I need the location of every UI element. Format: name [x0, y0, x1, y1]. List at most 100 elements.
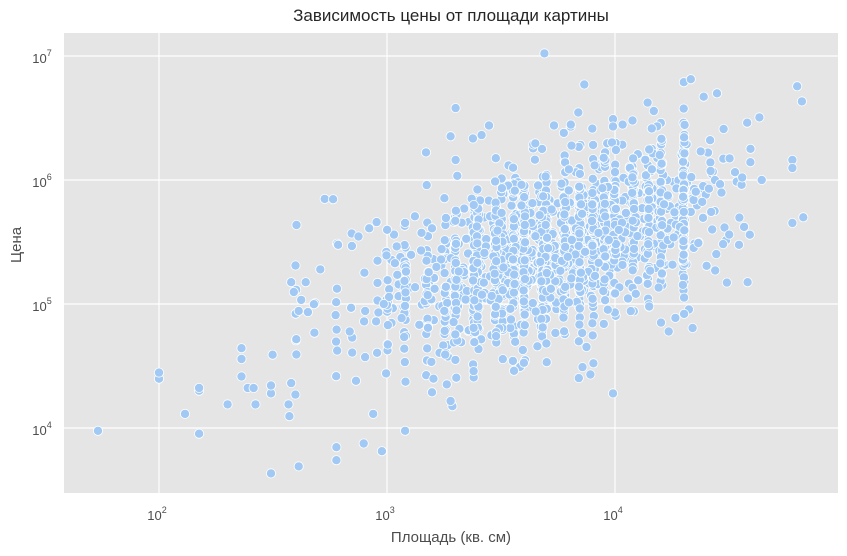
data-point: [222, 399, 233, 410]
data-point: [423, 267, 434, 278]
data-point: [490, 153, 501, 164]
data-point: [468, 322, 479, 333]
data-point: [389, 258, 400, 269]
data-point: [575, 267, 586, 278]
data-point: [589, 160, 600, 171]
data-point: [677, 279, 688, 290]
data-point: [315, 264, 326, 275]
data-point: [627, 265, 638, 276]
data-point: [559, 224, 570, 235]
data-point: [541, 338, 552, 349]
data-point: [711, 249, 722, 260]
data-point: [441, 379, 452, 390]
data-point: [706, 206, 717, 217]
data-point: [518, 296, 529, 307]
data-point: [562, 251, 573, 262]
data-point: [646, 123, 657, 134]
data-point: [644, 186, 655, 197]
data-point: [602, 304, 613, 315]
data-point: [566, 234, 577, 245]
data-point: [373, 307, 384, 318]
data-point: [426, 223, 437, 234]
data-point: [508, 287, 519, 298]
data-point: [406, 249, 417, 260]
data-point: [540, 219, 551, 230]
data-point: [574, 281, 585, 292]
data-point: [742, 277, 753, 288]
data-point: [580, 246, 591, 257]
y-tick-label: 107: [32, 48, 51, 66]
data-point: [505, 303, 516, 314]
data-point: [662, 190, 673, 201]
data-point: [497, 354, 508, 365]
data-point: [371, 316, 382, 327]
data-point: [644, 301, 655, 312]
data-point: [507, 254, 518, 265]
data-point: [491, 256, 502, 267]
data-point: [679, 292, 690, 303]
data-point: [399, 357, 410, 368]
data-point: [378, 298, 389, 309]
data-point: [533, 180, 544, 191]
data-point: [450, 154, 461, 165]
data-point: [328, 194, 339, 205]
data-point: [509, 185, 520, 196]
data-point: [599, 274, 610, 285]
data-point: [563, 297, 574, 308]
data-point: [730, 167, 741, 178]
data-point: [319, 193, 330, 204]
data-point: [290, 389, 301, 400]
data-point: [527, 198, 538, 209]
data-point: [787, 162, 798, 173]
data-point: [422, 322, 433, 333]
data-point: [541, 357, 552, 368]
data-point: [346, 302, 357, 313]
data-point: [701, 260, 712, 271]
data-point: [659, 199, 670, 210]
data-point: [587, 215, 598, 226]
data-point: [492, 225, 503, 236]
data-point: [520, 274, 531, 285]
data-point: [236, 353, 247, 364]
data-point: [392, 269, 403, 280]
data-point: [381, 250, 392, 261]
data-point: [744, 229, 755, 240]
data-point: [400, 287, 411, 298]
data-point: [669, 207, 680, 218]
data-point: [331, 283, 342, 294]
data-point: [476, 130, 487, 141]
data-point: [625, 306, 636, 317]
data-point: [296, 294, 307, 305]
data-point: [399, 275, 410, 286]
data-point: [792, 81, 803, 92]
data-point: [519, 219, 530, 230]
data-point: [532, 341, 543, 352]
data-point: [372, 347, 383, 358]
data-point: [627, 187, 638, 198]
data-point: [642, 278, 653, 289]
data-point: [742, 117, 753, 128]
data-point: [519, 320, 530, 331]
data-point: [573, 240, 584, 251]
data-point: [450, 257, 461, 268]
data-point: [428, 373, 439, 384]
data-point: [267, 349, 278, 360]
data-point: [388, 229, 399, 240]
data-point: [654, 149, 665, 160]
data-point: [426, 387, 437, 398]
data-point: [519, 255, 530, 266]
data-point: [598, 152, 609, 163]
data-point: [598, 318, 609, 329]
data-point: [698, 91, 709, 102]
data-point: [712, 88, 723, 99]
data-point: [490, 301, 501, 312]
data-point: [588, 358, 599, 369]
data-point: [331, 324, 342, 335]
data-point: [587, 293, 598, 304]
data-point: [574, 228, 585, 239]
data-point: [518, 357, 529, 368]
data-point: [643, 239, 654, 250]
data-point: [429, 283, 440, 294]
data-point: [450, 215, 461, 226]
